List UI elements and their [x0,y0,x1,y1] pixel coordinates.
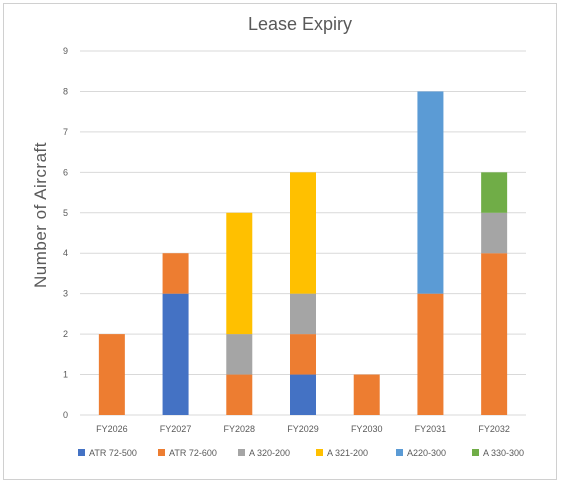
bar-segment [226,374,253,415]
x-tick-label: FY2030 [351,424,383,434]
legend-label: A 321-200 [327,448,368,458]
bar-segment [290,172,316,294]
bar-segment [98,334,125,415]
chart-title: Lease Expiry [248,14,352,34]
legend-swatch [238,449,245,456]
x-tick-label: FY2026 [96,424,128,434]
y-tick-label: 0 [63,410,68,420]
y-tick-label: 7 [63,127,68,137]
y-tick-label: 2 [63,329,68,339]
legend-label: A 330-300 [483,448,524,458]
bar-segment [162,293,189,415]
y-tick-label: 1 [63,370,68,380]
legend: ATR 72-500 ATR 72-600 A 320-200 A 321-200 A2… [78,448,524,458]
legend-label: ATR 72-500 [89,448,137,458]
x-tick-label: FY2027 [160,424,192,434]
bar-segment [290,374,316,415]
x-axis-ticks: FY2026 FY2027 FY2028 FY2029 FY2030 FY2031 FY20… [96,424,510,434]
bar-segment [481,212,508,254]
y-tick-label: 5 [63,208,68,218]
bar-segment [162,253,189,294]
legend-label: A 320-200 [249,448,290,458]
legend-swatch [316,449,323,456]
bar-segment [226,334,253,375]
chart-frame [3,3,557,480]
x-tick-label: FY2028 [224,424,256,434]
x-tick-label: FY2029 [287,424,319,434]
legend-swatch [396,449,403,456]
bar-segment [481,253,508,415]
bar-segment [417,91,444,294]
x-tick-label: FY2032 [478,424,510,434]
bar-segment [481,172,508,213]
bar-segment [417,293,444,415]
bar-segment [290,293,316,335]
legend-label: A220-300 [407,448,446,458]
legend-swatch [158,449,165,456]
legend-label: ATR 72-600 [169,448,217,458]
y-tick-label: 9 [63,46,68,56]
legend-swatch [472,449,479,456]
y-axis-ticks: 0 1 2 3 4 5 6 7 8 9 [63,46,68,420]
bars [98,91,508,415]
y-tick-label: 6 [63,167,68,177]
x-tick-label: FY2031 [415,424,447,434]
bar-segment [290,334,316,375]
y-tick-label: 3 [63,289,68,299]
y-tick-label: 4 [63,248,68,258]
legend-swatch [78,449,85,456]
gridlines [80,50,526,416]
bar-segment [353,374,380,415]
y-axis-label: Number of Aircraft [31,142,50,288]
bar-segment [226,212,253,335]
y-tick-label: 8 [63,86,68,96]
